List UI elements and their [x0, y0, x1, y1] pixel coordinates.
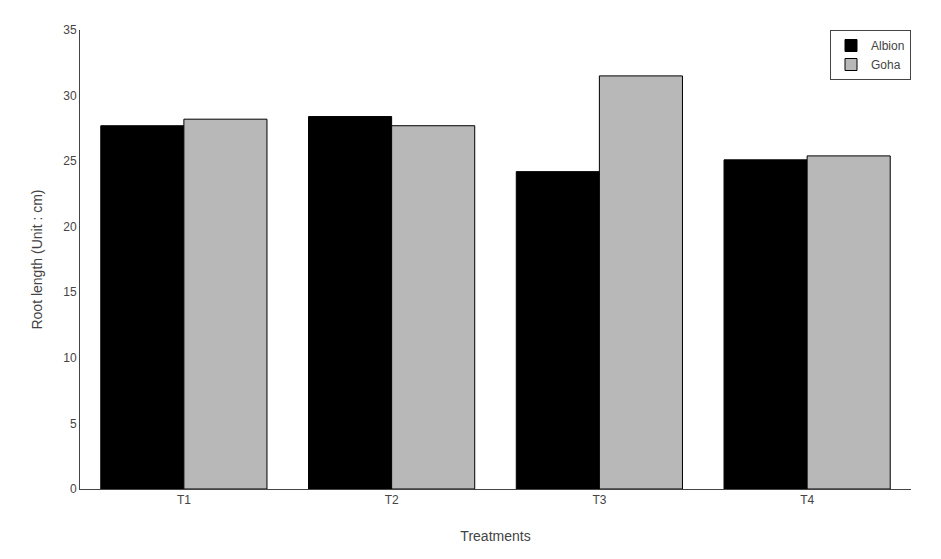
- svg-text:T2: T2: [385, 493, 399, 507]
- svg-text:Goha: Goha: [871, 58, 901, 72]
- svg-text:0: 0: [70, 482, 77, 496]
- svg-text:T3: T3: [592, 493, 606, 507]
- svg-text:15: 15: [63, 285, 77, 299]
- svg-text:Root length (Unit : cm): Root length (Unit : cm): [29, 189, 45, 329]
- svg-text:35: 35: [63, 23, 77, 37]
- svg-text:10: 10: [63, 351, 77, 365]
- svg-text:T1: T1: [177, 493, 191, 507]
- svg-text:20: 20: [63, 220, 77, 234]
- svg-text:Albion: Albion: [871, 39, 904, 53]
- svg-text:Treatments: Treatments: [460, 528, 530, 544]
- svg-text:25: 25: [63, 154, 77, 168]
- svg-text:5: 5: [70, 417, 77, 431]
- svg-text:T4: T4: [800, 493, 814, 507]
- svg-text:30: 30: [63, 89, 77, 103]
